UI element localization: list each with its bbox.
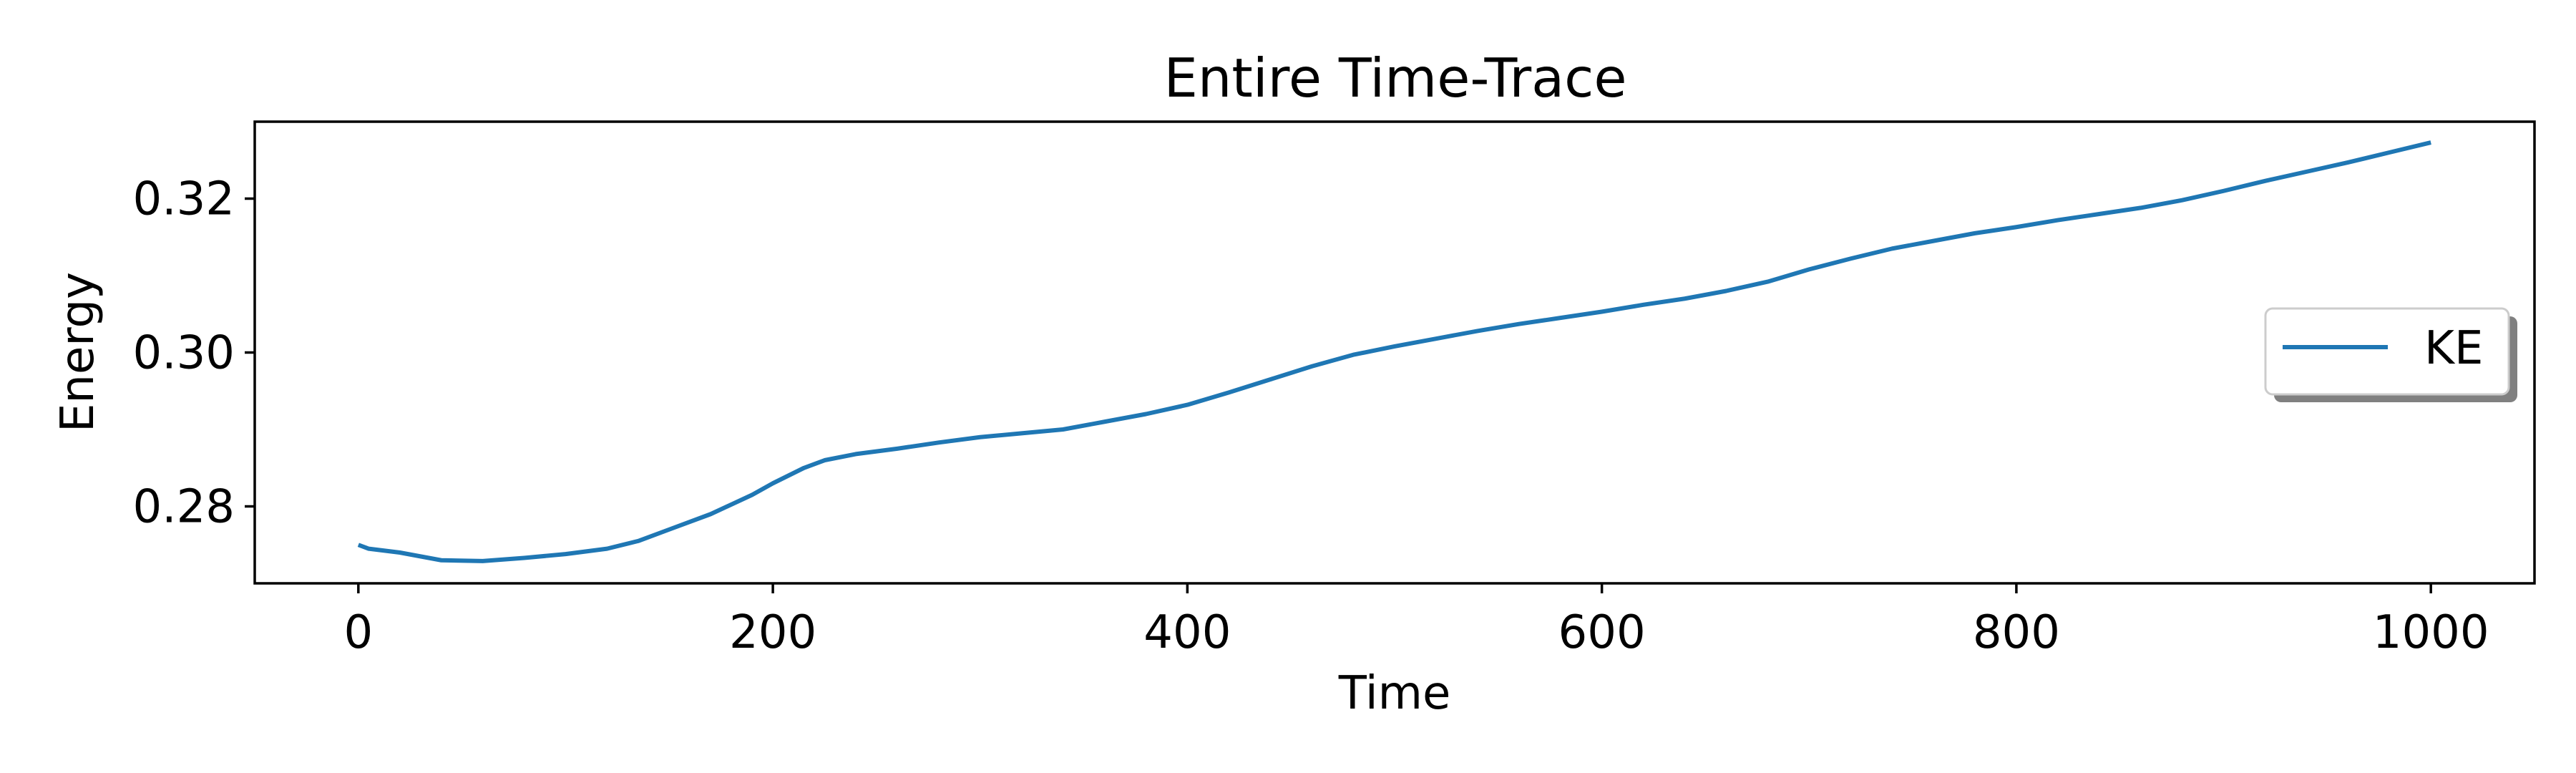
x-tick-label: 800: [1973, 606, 2060, 659]
plot-area: [253, 120, 2536, 585]
y-axis-ticks: 0.28 0.30 0.32: [133, 173, 255, 534]
x-tick-label: 1000: [2373, 606, 2489, 659]
x-tick-label: 400: [1143, 606, 1231, 659]
chart-title: Entire Time-Trace: [1163, 47, 1626, 110]
plot-frame: [253, 120, 2536, 585]
series-line-ke: [357, 140, 2431, 563]
legend-label-ke: KE: [2424, 322, 2483, 375]
x-tick-label: 600: [1558, 606, 1646, 659]
legend: KE: [2264, 307, 2517, 402]
x-tick-label: 200: [729, 606, 816, 659]
y-axis-label: Energy: [52, 272, 104, 432]
x-axis-ticks: 0 200 400 600 800 1000: [343, 583, 2489, 659]
y-tick-label: 0.30: [133, 327, 235, 380]
y-tick-label: 0.28: [133, 481, 235, 534]
x-tick-label: 0: [343, 606, 373, 659]
x-axis-label: Time: [1338, 667, 1451, 720]
legend-box: [2264, 307, 2510, 396]
y-tick-label: 0.32: [133, 173, 235, 226]
